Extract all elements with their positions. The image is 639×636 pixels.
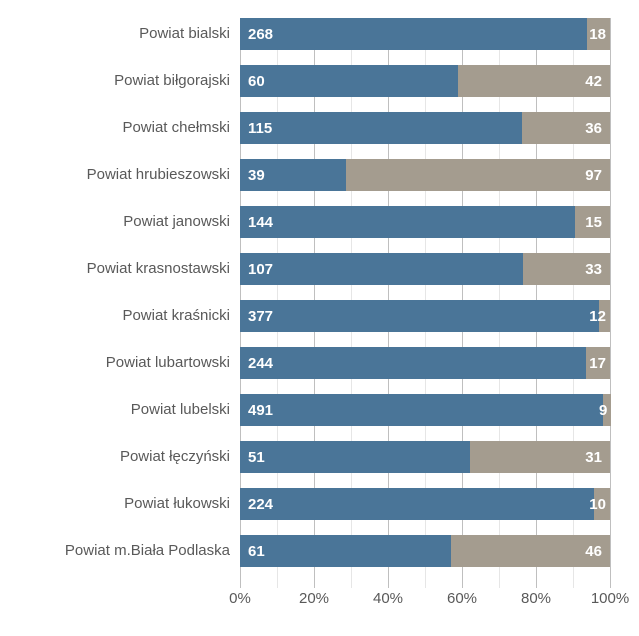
category-label: Powiat hrubieszowski — [0, 159, 230, 191]
category-label: Powiat lubelski — [0, 394, 230, 426]
bar-row: Powiat krasnostawski10733 — [240, 253, 610, 285]
x-axis-tick-label: 40% — [373, 590, 403, 607]
bar-value-a: 377 — [248, 308, 273, 325]
bar-value-a: 244 — [248, 355, 273, 372]
bar-segment-series-a: 491 — [240, 394, 603, 426]
bar-track: 107 33 — [240, 253, 610, 285]
bar-segment-series-b: 18 — [587, 18, 610, 50]
category-label: Powiat lubartowski — [0, 347, 230, 379]
bar-track: 377 12 — [240, 300, 610, 332]
category-label: Powiat biłgorajski — [0, 65, 230, 97]
stacked-bar-chart: Powiat bialski 268 18 Powiat biłgorajski 60 4… — [0, 0, 639, 636]
bar-value-b: 33 — [585, 261, 602, 278]
bar-row: Powiat biłgorajski6042 — [240, 65, 610, 97]
bar-track: 244 17 — [240, 347, 610, 379]
bar-value-b: 12 — [589, 308, 606, 325]
bar-value-b: 42 — [585, 73, 602, 90]
bar-segment-series-b: 10 — [594, 488, 610, 520]
bar-row: Powiat łukowski22410 — [240, 488, 610, 520]
category-label: Powiat chełmski — [0, 112, 230, 144]
bar-row: Powiat hrubieszowski3997 — [240, 159, 610, 191]
bar-value-a: 51 — [248, 449, 265, 466]
bar-track: 268 18 — [240, 18, 610, 50]
bar-segment-series-b: 36 — [522, 112, 610, 144]
bar-value-a: 60 — [248, 73, 265, 90]
category-label: Powiat kraśnicki — [0, 300, 230, 332]
bar-value-b: 46 — [585, 543, 602, 560]
bar-track: 224 10 — [240, 488, 610, 520]
bar-row: Powiat m.Biała Podlaska6146 — [240, 535, 610, 567]
bar-segment-series-b: 17 — [586, 347, 610, 379]
bar-track: 61 46 — [240, 535, 610, 567]
bar-value-b: 9 — [599, 402, 607, 419]
bar-value-a: 224 — [248, 496, 273, 513]
bar-value-a: 491 — [248, 402, 273, 419]
bar-row: Powiat janowski14415 — [240, 206, 610, 238]
bar-value-a: 115 — [248, 120, 272, 137]
bar-segment-series-a: 60 — [240, 65, 458, 97]
plot-area: Powiat bialski26818Powiat biłgorajski604… — [240, 18, 610, 578]
bar-segment-series-b: 15 — [575, 206, 610, 238]
bar-segment-series-b: 42 — [458, 65, 610, 97]
bar-value-a: 61 — [248, 543, 265, 560]
bar-row: Powiat chełmski11536 — [240, 112, 610, 144]
bar-segment-series-b: 9 — [603, 394, 611, 426]
bar-row: Powiat lubartowski24417 — [240, 347, 610, 379]
gridline-major — [610, 18, 611, 588]
bar-segment-series-b: 12 — [599, 300, 610, 332]
bar-track: 51 31 — [240, 441, 610, 473]
bar-track: 115 36 — [240, 112, 610, 144]
bar-value-b: 97 — [585, 167, 602, 184]
bar-segment-series-a: 244 — [240, 347, 586, 379]
bar-segment-series-b: 31 — [470, 441, 610, 473]
bar-segment-series-a: 61 — [240, 535, 451, 567]
bar-track: 144 15 — [240, 206, 610, 238]
bar-row: Powiat łęczyński5131 — [240, 441, 610, 473]
bar-segment-series-a: 377 — [240, 300, 599, 332]
bar-row: Powiat lubelski4919 — [240, 394, 610, 426]
bar-value-b: 15 — [585, 214, 602, 231]
bar-value-a: 107 — [248, 261, 273, 278]
x-axis-tick-label: 0% — [229, 590, 251, 607]
bar-segment-series-a: 39 — [240, 159, 346, 191]
category-label: Powiat krasnostawski — [0, 253, 230, 285]
bar-value-b: 10 — [589, 496, 606, 513]
bar-segment-series-a: 224 — [240, 488, 594, 520]
bar-track: 60 42 — [240, 65, 610, 97]
bar-value-b: 18 — [589, 26, 606, 43]
category-label: Powiat łukowski — [0, 488, 230, 520]
bar-value-b: 36 — [585, 120, 602, 137]
bar-segment-series-a: 144 — [240, 206, 575, 238]
category-label: Powiat janowski — [0, 206, 230, 238]
bar-segment-series-b: 97 — [346, 159, 610, 191]
x-axis-tick-label: 80% — [521, 590, 551, 607]
bar-segment-series-a: 107 — [240, 253, 523, 285]
x-axis-tick-label: 60% — [447, 590, 477, 607]
bar-value-b: 17 — [589, 355, 606, 372]
bar-segment-series-b: 46 — [451, 535, 610, 567]
bar-value-a: 39 — [248, 167, 265, 184]
bar-track: 491 9 — [240, 394, 610, 426]
bar-segment-series-a: 51 — [240, 441, 470, 473]
bar-row: Powiat bialski26818 — [240, 18, 610, 50]
bar-value-b: 31 — [585, 449, 602, 466]
bar-row: Powiat kraśnicki37712 — [240, 300, 610, 332]
category-label: Powiat łęczyński — [0, 441, 230, 473]
x-axis-tick-label: 20% — [299, 590, 329, 607]
x-axis-tick-label: 100% — [591, 590, 629, 607]
bar-segment-series-b: 33 — [523, 253, 610, 285]
bar-value-a: 268 — [248, 26, 273, 43]
category-label: Powiat m.Biała Podlaska — [0, 535, 230, 567]
bar-segment-series-a: 115 — [240, 112, 522, 144]
category-label: Powiat bialski — [0, 18, 230, 50]
bar-segment-series-a: 268 — [240, 18, 587, 50]
bar-value-a: 144 — [248, 214, 273, 231]
bar-track: 39 97 — [240, 159, 610, 191]
